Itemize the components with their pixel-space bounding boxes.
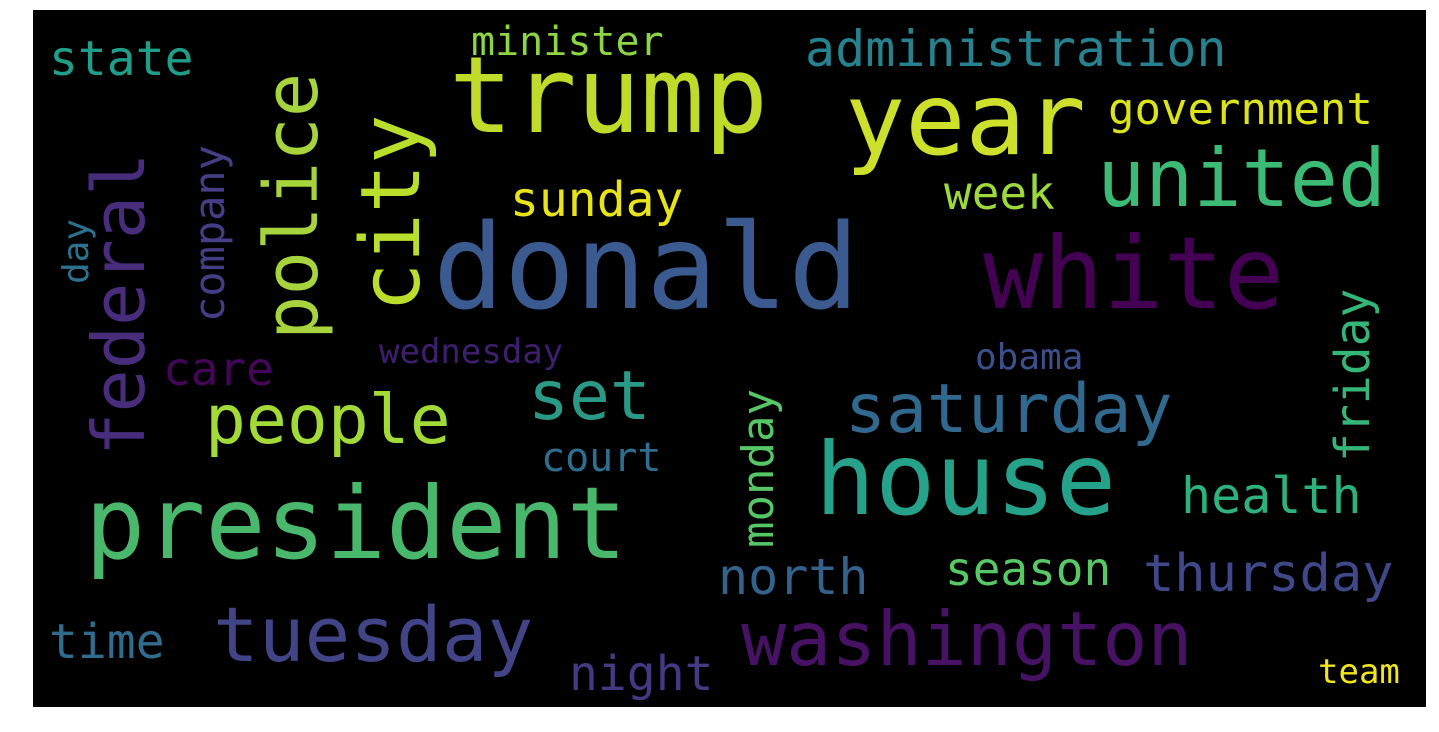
word-white: white	[983, 215, 1285, 332]
word-set: set	[528, 357, 651, 436]
word-season: season	[945, 542, 1112, 596]
word-saturday: saturday	[845, 370, 1173, 449]
word-court: court	[541, 435, 662, 481]
word-company: company	[185, 144, 234, 322]
word-health: health	[1181, 467, 1362, 525]
word-time: time	[49, 614, 165, 670]
word-year: year	[845, 61, 1086, 178]
word-minister: minister	[471, 19, 664, 65]
word-week: week	[944, 166, 1055, 220]
word-state: state	[49, 31, 194, 87]
word-cloud-canvas: donald trump year white president house …	[33, 10, 1426, 707]
word-night: night	[569, 646, 714, 702]
word-trump: trump	[449, 34, 769, 157]
word-city: city	[344, 114, 439, 312]
word-care: care	[163, 342, 274, 396]
word-president: president	[85, 465, 627, 582]
word-donald: donald	[433, 198, 860, 336]
word-sunday: sunday	[510, 172, 684, 228]
word-washington: washington	[741, 595, 1193, 683]
word-tuesday: tuesday	[213, 590, 534, 679]
word-police: police	[249, 72, 335, 340]
word-federal: federal	[77, 152, 161, 456]
word-government: government	[1108, 84, 1373, 135]
word-team: team	[1318, 652, 1400, 692]
word-north: north	[718, 548, 869, 606]
word-obama: obama	[975, 337, 1084, 378]
word-people: people	[205, 381, 451, 460]
word-monday: monday	[733, 389, 784, 548]
word-house: house	[815, 421, 1117, 538]
word-united: united	[1097, 132, 1386, 225]
word-thursday: thursday	[1143, 544, 1394, 604]
word-wednesday: wednesday	[379, 332, 564, 372]
word-friday: friday	[1325, 288, 1381, 462]
word-day: day	[56, 218, 97, 284]
word-administration: administration	[805, 20, 1227, 78]
